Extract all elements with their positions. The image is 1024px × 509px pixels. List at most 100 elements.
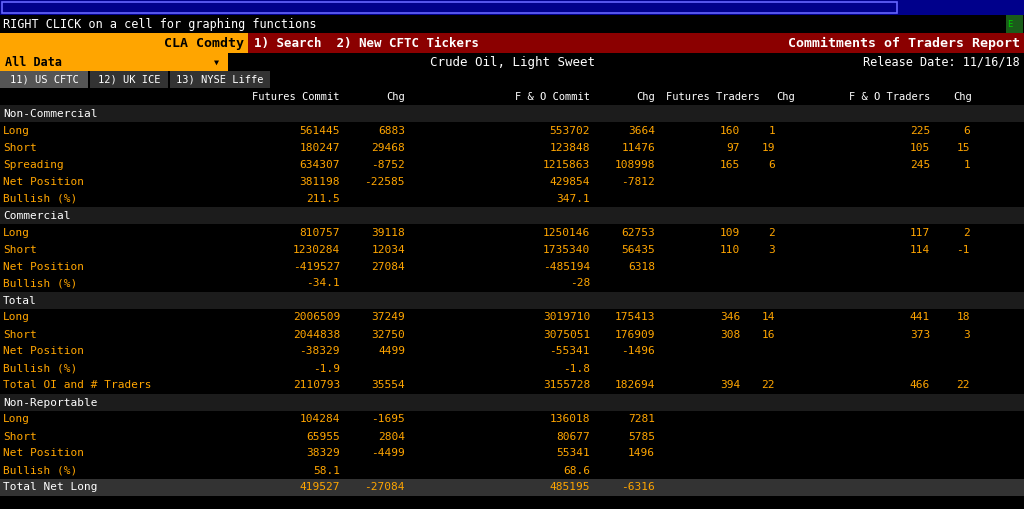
Bar (0, 377, 1024, 394)
Text: 1250146: 1250146 (543, 228, 590, 238)
Text: 7281: 7281 (628, 414, 655, 425)
Text: 105: 105 (909, 143, 930, 153)
Text: 123848: 123848 (550, 143, 590, 153)
Text: 1: 1 (768, 126, 775, 135)
Text: 466: 466 (909, 381, 930, 390)
Bar (0, 88, 1024, 105)
Text: 3: 3 (964, 329, 970, 340)
Bar (0, 326, 1024, 343)
Text: ▼: ▼ (214, 58, 219, 67)
Text: 634307: 634307 (299, 159, 340, 169)
Text: 553702: 553702 (550, 126, 590, 135)
Bar (0, 71, 88, 88)
Bar (0, 394, 1024, 411)
Text: 1: 1 (964, 159, 970, 169)
Text: Total OI and # Traders: Total OI and # Traders (3, 381, 152, 390)
Text: Long: Long (3, 414, 30, 425)
Bar (0, 360, 1024, 377)
Text: -4499: -4499 (372, 448, 406, 459)
Text: Short: Short (3, 432, 37, 441)
Bar (1006, 15, 1023, 33)
Text: 117: 117 (909, 228, 930, 238)
Text: 561445: 561445 (299, 126, 340, 135)
Text: 65955: 65955 (306, 432, 340, 441)
Text: 1215863: 1215863 (543, 159, 590, 169)
Bar (0, 190, 1024, 207)
Text: 3664: 3664 (628, 126, 655, 135)
Text: 1230284: 1230284 (293, 244, 340, 254)
Text: 58.1: 58.1 (313, 466, 340, 475)
Text: 80677: 80677 (556, 432, 590, 441)
Bar (556, 33, 1024, 53)
Bar (0, 445, 1024, 462)
Bar (0, 411, 1024, 428)
Text: RIGHT CLICK on a cell for graphing functions: RIGHT CLICK on a cell for graphing funct… (3, 17, 316, 31)
Text: 5785: 5785 (628, 432, 655, 441)
Text: -1496: -1496 (622, 347, 655, 356)
Text: 347.1: 347.1 (556, 193, 590, 204)
Text: Net Position: Net Position (3, 347, 84, 356)
Text: Short: Short (3, 244, 37, 254)
Text: 11476: 11476 (622, 143, 655, 153)
Text: 6883: 6883 (378, 126, 406, 135)
Text: 346: 346 (720, 313, 740, 323)
Text: 441: 441 (909, 313, 930, 323)
Text: 225: 225 (909, 126, 930, 135)
Text: Total Net Long: Total Net Long (3, 483, 97, 493)
Text: 136018: 136018 (550, 414, 590, 425)
Text: 12) UK ICE: 12) UK ICE (97, 74, 160, 84)
Text: 419527: 419527 (299, 483, 340, 493)
Text: Release Date: 11/16/18: Release Date: 11/16/18 (863, 55, 1020, 69)
Text: E: E (1007, 19, 1013, 29)
Text: Bullish (%): Bullish (%) (3, 466, 77, 475)
Text: -419527: -419527 (293, 262, 340, 271)
Text: 22: 22 (956, 381, 970, 390)
Text: 39118: 39118 (372, 228, 406, 238)
Bar (0, 71, 1024, 88)
Bar (0, 207, 1024, 224)
Bar (248, 33, 556, 53)
Text: 394: 394 (720, 381, 740, 390)
Text: 3155728: 3155728 (543, 381, 590, 390)
Text: -1.9: -1.9 (313, 363, 340, 374)
Text: 2044838: 2044838 (293, 329, 340, 340)
Text: Chg: Chg (776, 92, 795, 101)
Text: F & O Commit: F & O Commit (515, 92, 590, 101)
Text: 373: 373 (909, 329, 930, 340)
Text: -28: -28 (569, 278, 590, 289)
Text: 211.5: 211.5 (306, 193, 340, 204)
Text: 308: 308 (720, 329, 740, 340)
Text: 55341: 55341 (556, 448, 590, 459)
Text: 165: 165 (720, 159, 740, 169)
Text: 160: 160 (720, 126, 740, 135)
Text: 110: 110 (720, 244, 740, 254)
Text: 6: 6 (964, 126, 970, 135)
Text: -34.1: -34.1 (306, 278, 340, 289)
Bar (0, 53, 228, 71)
Text: Commitments of Traders Report: Commitments of Traders Report (788, 37, 1020, 49)
Text: 97: 97 (726, 143, 740, 153)
Text: 810757: 810757 (299, 228, 340, 238)
Text: Bullish (%): Bullish (%) (3, 363, 77, 374)
Bar (0, 479, 1024, 496)
Text: 68.6: 68.6 (563, 466, 590, 475)
Text: -7812: -7812 (622, 177, 655, 186)
Text: All Data: All Data (5, 55, 62, 69)
Bar (0, 15, 1024, 33)
Text: Spreading: Spreading (3, 159, 63, 169)
Bar (0, 224, 1024, 241)
Text: 2804: 2804 (378, 432, 406, 441)
Bar (0, 275, 1024, 292)
Text: -6316: -6316 (622, 483, 655, 493)
Text: 29468: 29468 (372, 143, 406, 153)
Bar (0, 33, 248, 53)
Text: -8752: -8752 (372, 159, 406, 169)
Text: 182694: 182694 (614, 381, 655, 390)
Text: 15: 15 (956, 143, 970, 153)
Text: Commercial: Commercial (3, 211, 71, 220)
Text: 56435: 56435 (622, 244, 655, 254)
Text: 104284: 104284 (299, 414, 340, 425)
Text: Long: Long (3, 126, 30, 135)
Text: -1.8: -1.8 (563, 363, 590, 374)
Text: 176909: 176909 (614, 329, 655, 340)
